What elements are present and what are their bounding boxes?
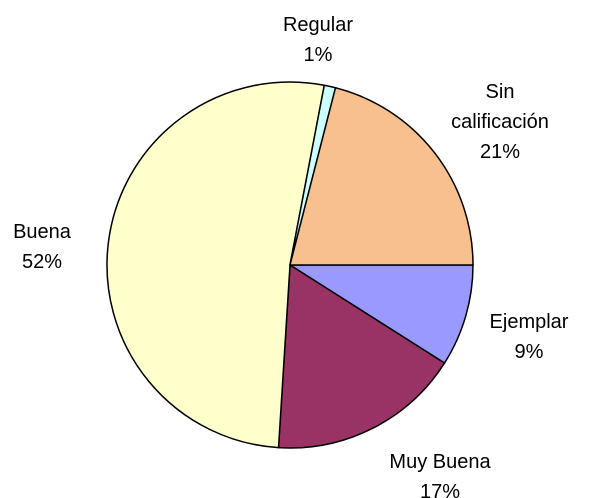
pie-slice (277, 263, 446, 449)
slice-name: Sin calificación (451, 81, 549, 133)
slice-label: Regular 1% (283, 10, 353, 70)
pie-slice (287, 264, 474, 365)
slice-value: 52% (21, 251, 63, 273)
slice-label: Sin calificación 21% (451, 77, 549, 167)
slice-label: Buena 52% (13, 217, 71, 277)
slice-label: Ejemplar 9% (490, 307, 569, 367)
slice-value: 21% (479, 141, 521, 163)
slice-name: Ejemplar (489, 311, 569, 333)
pie-slice (289, 86, 474, 266)
slice-name: Muy Buena (389, 451, 491, 473)
slice-value: 1% (303, 44, 333, 66)
slice-name: Buena (13, 221, 71, 243)
slice-value: 17% (419, 481, 461, 498)
slice-name: Regular (282, 14, 354, 36)
slice-value: 9% (514, 341, 544, 363)
slice-label: Muy Buena 17% (389, 447, 490, 498)
pie-slice (106, 81, 326, 449)
